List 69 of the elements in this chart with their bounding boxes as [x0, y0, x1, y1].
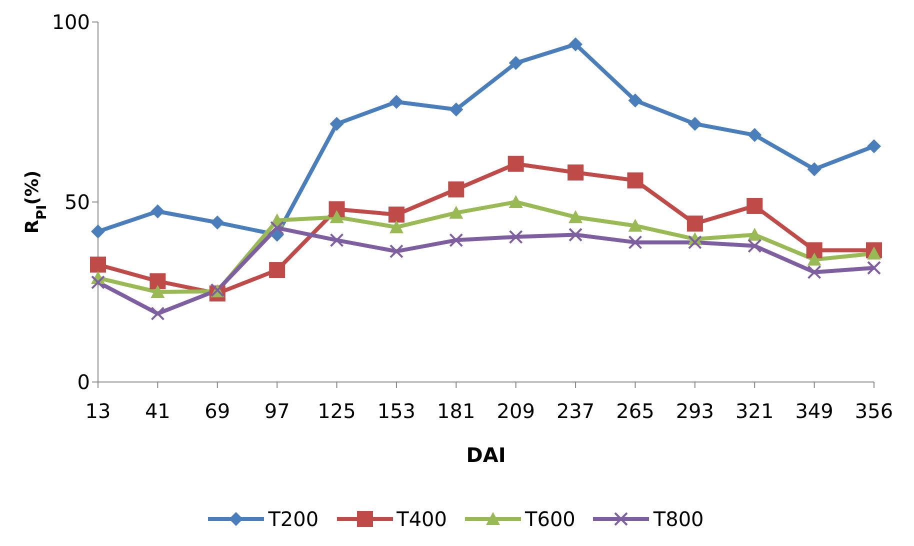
point — [388, 206, 404, 223]
point — [150, 306, 165, 321]
point — [807, 162, 822, 176]
point — [807, 265, 822, 280]
x-tick-label: 41 — [144, 399, 170, 424]
x-tick-label: 97 — [264, 399, 290, 424]
point — [91, 275, 105, 290]
point — [627, 172, 644, 188]
legend-label: T600 — [525, 507, 576, 531]
point — [508, 156, 524, 172]
point — [688, 235, 702, 250]
point — [449, 233, 464, 248]
point — [389, 244, 404, 258]
legend-label: T200 — [268, 507, 319, 531]
point — [449, 102, 464, 116]
x-tick-label: 181 — [437, 399, 476, 424]
point — [91, 224, 105, 239]
point — [568, 228, 583, 242]
point — [330, 233, 344, 248]
x-tick-label: 209 — [496, 399, 535, 424]
point — [568, 164, 584, 180]
point — [90, 256, 106, 273]
point — [389, 220, 404, 234]
point — [746, 198, 763, 214]
y-tick-label: 100 — [52, 10, 90, 34]
x-tick-label: 356 — [854, 399, 894, 424]
x-tick-label: 293 — [676, 399, 714, 424]
y-tick-label: 0 — [77, 370, 90, 394]
x-tick-label: 349 — [795, 399, 834, 424]
point — [807, 252, 822, 266]
point — [568, 37, 583, 52]
legend-label: T400 — [396, 507, 447, 531]
point — [150, 285, 165, 298]
point — [449, 206, 464, 219]
point — [688, 116, 702, 131]
point — [150, 273, 166, 290]
x-tick-label: 13 — [85, 399, 111, 424]
point — [748, 128, 762, 142]
point — [806, 242, 822, 258]
point — [867, 246, 881, 260]
point — [508, 195, 523, 208]
point — [508, 230, 523, 244]
point — [150, 204, 165, 218]
x-tick-label: 153 — [377, 399, 416, 424]
point — [628, 93, 642, 108]
x-tick-label: 265 — [616, 399, 654, 424]
point — [867, 260, 881, 275]
point — [270, 220, 284, 235]
x-axis-title: DAI — [466, 443, 506, 467]
point — [210, 216, 224, 230]
x-tick-label: 125 — [318, 399, 356, 424]
point — [568, 210, 583, 224]
point — [628, 235, 642, 250]
point — [748, 228, 762, 241]
point — [389, 94, 404, 109]
point — [330, 116, 344, 131]
point — [448, 181, 464, 198]
legend-label: T800 — [653, 507, 704, 531]
x-tick-label: 237 — [556, 399, 595, 424]
point — [748, 238, 762, 253]
point — [508, 56, 523, 70]
x-tick-label: 69 — [204, 399, 230, 424]
point — [628, 218, 642, 232]
point — [330, 210, 344, 224]
y-tick-label: 50 — [64, 190, 90, 214]
x-tick-label: 321 — [736, 399, 774, 424]
point — [269, 262, 286, 278]
point — [867, 139, 881, 154]
point — [686, 216, 703, 232]
